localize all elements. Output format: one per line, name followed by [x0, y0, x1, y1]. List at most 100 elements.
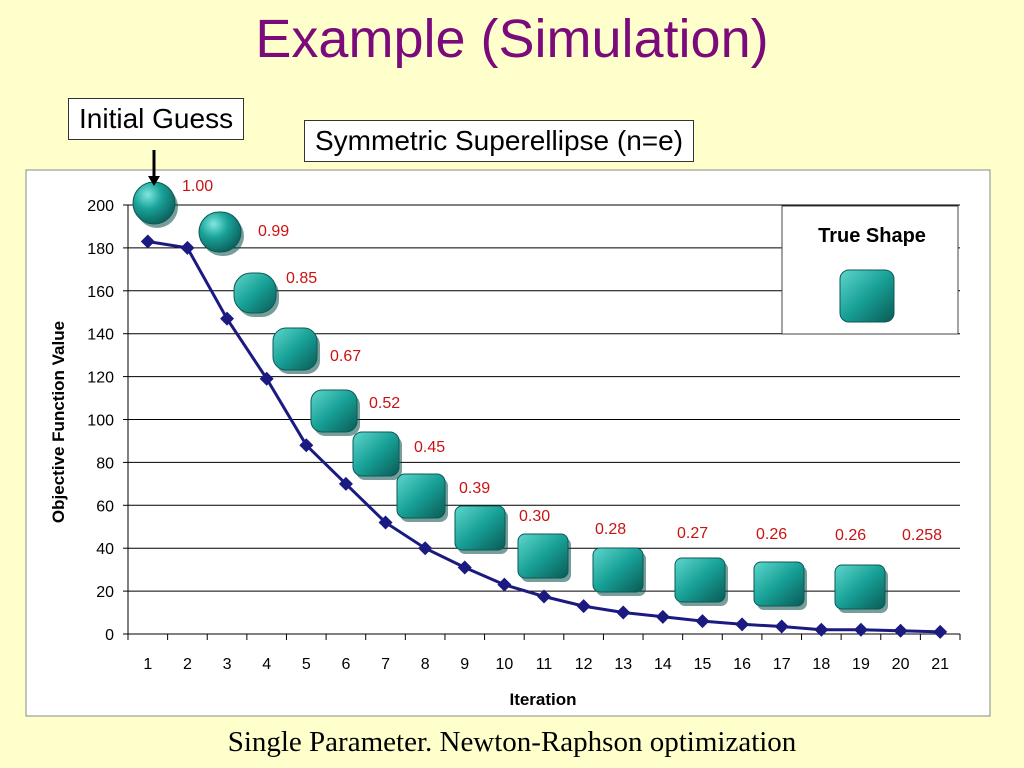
shape-body: [674, 557, 726, 603]
data-point-marker: [180, 240, 195, 255]
shape-body: [198, 211, 242, 253]
superellipse-shape-icon: [753, 561, 807, 610]
y-axis-title: Objective Function Value: [49, 321, 68, 523]
x-tick-label: 5: [302, 656, 311, 673]
y-tick-label: 100: [87, 413, 114, 430]
data-point-marker: [735, 617, 750, 632]
y-tick-label: 180: [87, 241, 114, 258]
shape-body: [272, 327, 318, 371]
shape-parameter-label: 0.30: [519, 508, 550, 525]
x-tick-label: 12: [575, 656, 593, 673]
superellipse-shape-icon: [310, 389, 360, 436]
y-tick-label: 160: [87, 284, 114, 301]
x-tick-label: 6: [341, 656, 350, 673]
x-tick-label: 10: [495, 656, 513, 673]
x-tick-label: 15: [694, 656, 712, 673]
data-point-marker: [576, 599, 591, 614]
x-tick-label: 1: [143, 656, 152, 673]
data-point-marker: [893, 623, 908, 638]
x-tick-label: 19: [852, 656, 870, 673]
data-point-marker: [457, 560, 472, 575]
data-point-marker: [655, 609, 670, 624]
superellipse-shape-icon: [834, 564, 888, 613]
shape-parameter-label: 0.258: [902, 527, 942, 544]
true-shape-icon: [839, 269, 895, 323]
y-tick-label: 120: [87, 370, 114, 387]
y-tick-label: 60: [96, 498, 114, 515]
superellipse-callout: Symmetric Superellipse (n=e): [304, 120, 695, 162]
y-tick-label: 80: [96, 455, 114, 472]
x-tick-label: 20: [892, 656, 910, 673]
shape-body: [517, 533, 569, 579]
x-tick-label: 14: [654, 656, 672, 673]
data-point-marker: [259, 371, 274, 386]
x-tick-label: 21: [931, 656, 949, 673]
shape-labels: 1.00 0.99 0.85 0.67 0.52 0.45 0.39 0.30 0.28 0.27…: [182, 178, 942, 544]
superellipse-shape-icon: [396, 473, 448, 522]
initial-guess-callout: Initial Guess: [68, 98, 245, 140]
data-point-marker: [418, 541, 433, 556]
x-tick-label: 7: [381, 656, 390, 673]
shape-parameter-label: 0.67: [330, 348, 361, 365]
series-markers: [140, 234, 948, 639]
x-tick-label: 9: [460, 656, 469, 673]
shape-parameter-label: 0.28: [595, 521, 626, 538]
shape-body: [834, 564, 886, 610]
data-point-marker: [616, 605, 631, 620]
slide-caption: Single Parameter. Newton-Raphson optimiz…: [227, 726, 797, 758]
shape-parameter-label: 0.27: [677, 525, 708, 542]
shape-parameter-label: 0.26: [835, 527, 866, 544]
shape-body: [132, 181, 176, 225]
x-tick-label: 2: [183, 656, 192, 673]
legend-box: True Shape: [781, 205, 959, 335]
data-point-marker: [537, 589, 551, 604]
shape-body: [454, 505, 506, 551]
x-tick-label: 16: [733, 656, 751, 673]
shape-glyphs: [132, 181, 888, 613]
x-tick-label: 8: [421, 656, 430, 673]
data-point-marker: [814, 622, 829, 637]
x-tick-label: 3: [223, 656, 232, 673]
shape-body: [233, 272, 277, 314]
data-point-marker: [338, 476, 353, 491]
shape-parameter-label: 0.39: [459, 480, 490, 497]
shape-parameter-label: 0.26: [756, 526, 787, 543]
shape-body: [396, 473, 446, 519]
data-point-marker: [497, 577, 512, 592]
data-point-marker: [695, 614, 710, 629]
x-tick-label: 4: [262, 656, 271, 673]
shape-parameter-label: 0.85: [286, 270, 317, 287]
shape-parameter-label: 0.99: [258, 223, 289, 240]
shape-body: [592, 547, 644, 593]
shape-body: [310, 389, 358, 433]
data-point-marker: [140, 234, 155, 249]
superellipse-shape-icon: [674, 557, 728, 606]
x-axis-title: Iteration: [509, 690, 576, 709]
x-tick-label: 18: [812, 656, 830, 673]
shape-body: [352, 431, 400, 477]
superellipse-shape-icon: [352, 431, 402, 480]
superellipse-shape-icon: [517, 533, 571, 582]
initial-guess-arrow-head: [148, 176, 160, 186]
y-tick-label: 200: [87, 198, 114, 215]
legend-title: True Shape: [818, 225, 926, 247]
slide-title: Example (Simulation): [255, 9, 769, 69]
superellipse-shape-icon: [233, 272, 279, 317]
y-tick-label: 140: [87, 327, 114, 344]
data-point-marker: [299, 438, 314, 453]
superellipse-shape-icon: [272, 327, 320, 374]
shape-body: [753, 561, 805, 607]
x-tick-label: 11: [536, 656, 553, 673]
superellipse-shape-icon: [454, 505, 508, 554]
y-tick-label: 0: [105, 627, 114, 644]
superellipse-shape-icon: [592, 547, 646, 596]
data-point-marker: [933, 624, 948, 639]
data-point-marker: [774, 619, 789, 634]
shape-parameter-label: 0.45: [414, 439, 445, 456]
y-tick-label: 20: [96, 584, 114, 601]
x-tick-label: 13: [614, 656, 632, 673]
data-point-marker: [853, 622, 868, 637]
superellipse-shape-icon: [198, 211, 244, 256]
